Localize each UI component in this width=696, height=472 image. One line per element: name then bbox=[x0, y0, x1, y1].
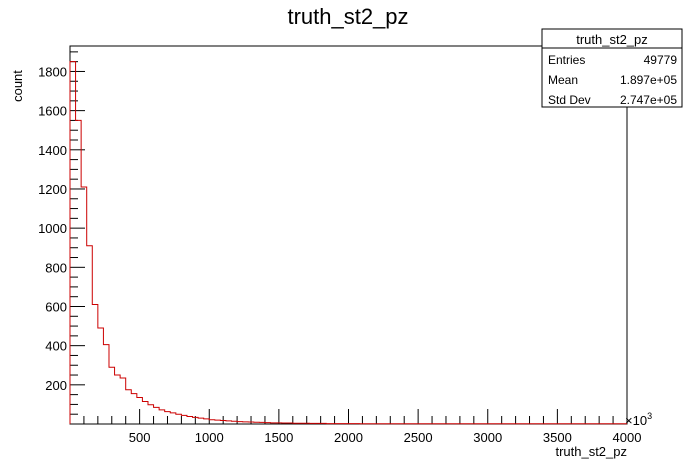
x-axis-ticks: 500 1000 1500 2000 2500 3000 3500 4000 bbox=[69, 409, 642, 445]
y-tick-label: 1600 bbox=[38, 104, 67, 119]
x-axis-multiplier: ×103 bbox=[625, 411, 652, 428]
stats-row-label: Std Dev bbox=[548, 93, 591, 107]
stats-row-value: 1.897e+05 bbox=[620, 73, 677, 87]
x-tick-label: 1000 bbox=[195, 430, 224, 445]
stats-box-frame bbox=[541, 28, 683, 108]
x-tick-label: 2500 bbox=[404, 430, 433, 445]
stats-row-value: 49779 bbox=[644, 53, 678, 67]
x-tick-label: 2000 bbox=[334, 430, 363, 445]
stats-box-title: truth_st2_pz bbox=[576, 32, 648, 47]
stats-row-value: 2.747e+05 bbox=[620, 93, 677, 107]
y-tick-label: 1200 bbox=[38, 182, 67, 197]
y-tick-label: 1800 bbox=[38, 64, 67, 79]
stats-box-rows: Entries 49779 Mean 1.897e+05 Std Dev 2.747e+0… bbox=[548, 53, 677, 107]
y-tick-label: 800 bbox=[45, 260, 67, 275]
y-tick-label: 400 bbox=[45, 339, 67, 354]
y-tick-label: 1000 bbox=[38, 221, 67, 236]
stats-box: truth_st2_pz Entries 49779 Mean 1.897e+05 St… bbox=[541, 28, 683, 108]
chart-title: truth_st2_pz bbox=[287, 4, 408, 29]
stats-row-label: Entries bbox=[548, 53, 585, 67]
y-tick-label: 200 bbox=[45, 378, 67, 393]
x-axis-label: truth_st2_pz bbox=[555, 444, 627, 459]
x-tick-label: 4000 bbox=[613, 430, 642, 445]
x-axis-multiplier-base: ×10 bbox=[625, 413, 647, 428]
x-tick-label: 1500 bbox=[264, 430, 293, 445]
y-axis-ticks: 200 400 600 800 1000 1200 1400 1600 1800 bbox=[38, 51, 85, 425]
y-tick-label: 600 bbox=[45, 299, 67, 314]
stats-row-label: Mean bbox=[548, 73, 578, 87]
x-axis-multiplier-exp: 3 bbox=[647, 411, 652, 421]
x-tick-label: 3500 bbox=[543, 430, 572, 445]
x-tick-label: 500 bbox=[129, 430, 151, 445]
histogram-series-line bbox=[69, 61, 627, 425]
y-tick-label: 1400 bbox=[38, 143, 67, 158]
x-tick-label: 3000 bbox=[473, 430, 502, 445]
y-axis-label: count bbox=[10, 70, 25, 102]
